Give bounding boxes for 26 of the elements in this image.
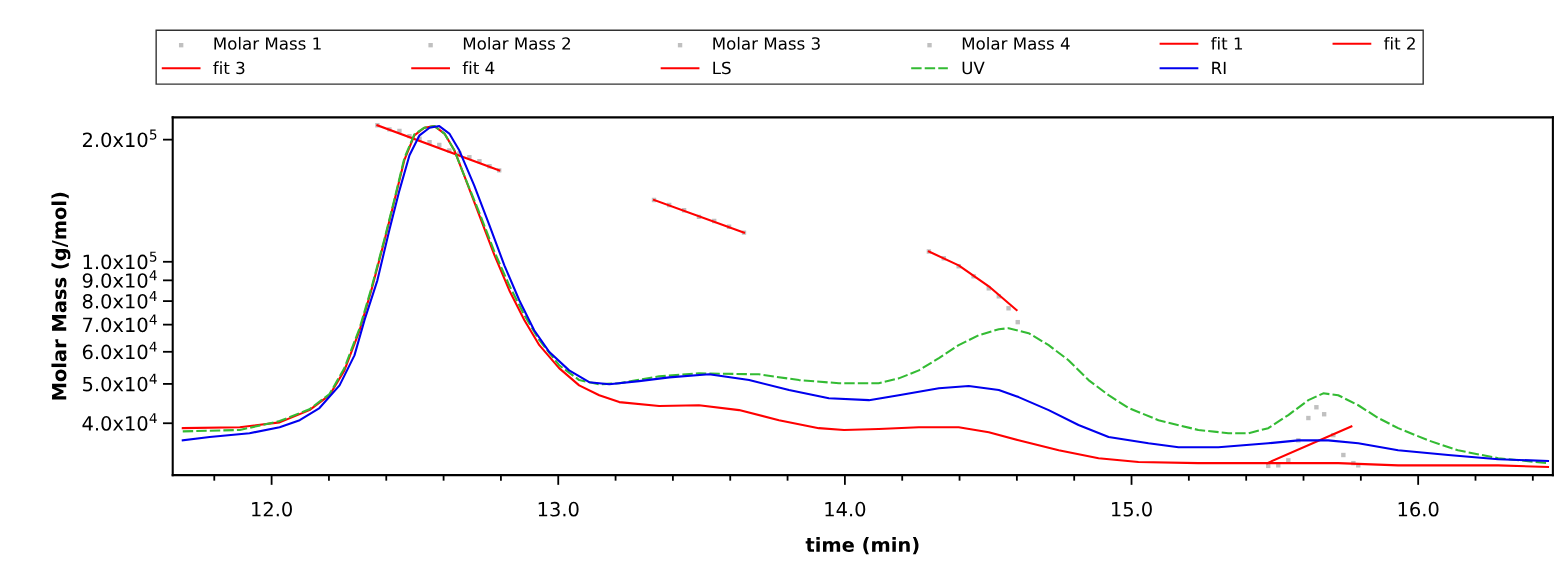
x-axis-title: time (min) xyxy=(805,536,919,555)
legend-label: LS xyxy=(713,61,731,75)
legend-label: fit 1 xyxy=(1211,36,1243,50)
y-tick-label: 7.0x10$^{4}$ xyxy=(83,314,157,333)
legend-label: Molar Mass 1 xyxy=(214,36,321,50)
legend-label: Molar Mass 3 xyxy=(713,36,820,50)
legend-label: RI xyxy=(1212,61,1226,75)
y-tick-label: 9.0x10$^{4}$ xyxy=(82,270,157,288)
y-tick-label: 1.0x10$^{5}$ xyxy=(83,251,157,270)
y-axis-title: Molar Mass (g/mol) xyxy=(51,192,71,400)
legend-label: Molar Mass 2 xyxy=(463,36,571,50)
legend-label: fit 2 xyxy=(1383,36,1415,50)
x-tick-label: 12.0 xyxy=(252,501,292,517)
legend-label: Molar Mass 4 xyxy=(962,36,1070,50)
y-tick-label: 4.0x10$^{4}$ xyxy=(82,413,157,431)
y-tick-label: 8.0x10$^{4}$ xyxy=(82,290,157,309)
x-tick-label: 13.0 xyxy=(538,501,579,517)
y-tick-label: 5.0x10$^{4}$ xyxy=(83,373,157,392)
legend-label: UV xyxy=(962,61,985,75)
x-tick-label: 14.0 xyxy=(825,501,866,517)
legend-label: fit 3 xyxy=(213,61,245,75)
y-tick-label: 2.0x10$^{5}$ xyxy=(82,129,157,148)
legend-label: fit 4 xyxy=(462,61,495,75)
x-tick-label: 16.0 xyxy=(1398,501,1439,517)
y-tick-label: 6.0x10$^{4}$ xyxy=(82,341,157,360)
x-tick-label: 15.0 xyxy=(1112,501,1152,517)
